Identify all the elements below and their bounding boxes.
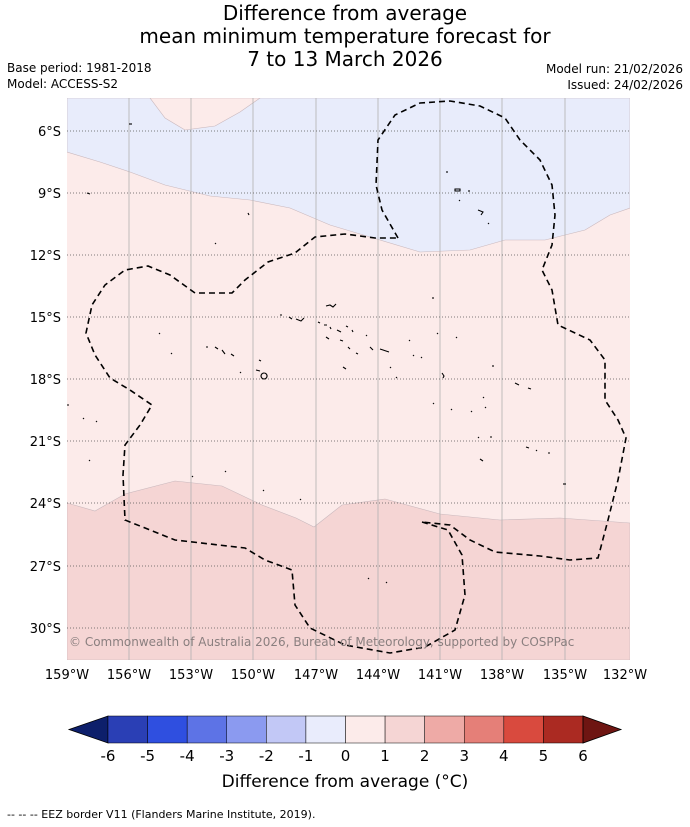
colorbar-swatch bbox=[503, 715, 544, 744]
lon-label: 132°W bbox=[603, 668, 647, 683]
colorbar-swatch bbox=[384, 715, 425, 744]
colorbar-tick-label: -5 bbox=[140, 747, 155, 765]
colorbar-swatch bbox=[305, 715, 346, 744]
model-run: Model run: 21/02/2026 bbox=[545, 62, 683, 76]
colorbar-tick-label: 0 bbox=[341, 747, 351, 765]
map-area: © Commonwealth of Australia 2026, Bureau… bbox=[67, 98, 630, 660]
lon-label: 156°W bbox=[107, 668, 151, 683]
colorbar-label: Difference from average (°C) bbox=[221, 772, 469, 792]
copyright-text: © Commonwealth of Australia 2026, Bureau… bbox=[69, 635, 574, 649]
colorbar-swatch bbox=[543, 715, 584, 744]
colorbar-tick-label: 5 bbox=[539, 747, 549, 765]
lon-label: 150°W bbox=[231, 668, 275, 683]
title-line-2: mean minimum temperature forecast for bbox=[139, 24, 551, 48]
lon-label: 141°W bbox=[418, 668, 462, 683]
colorbar-ticks: -6 -5 -4 -3 -2 -1 0 1 2 3 4 5 6 bbox=[101, 747, 588, 765]
colorbar-extend-high bbox=[582, 715, 623, 744]
colorbar-swatch bbox=[424, 715, 465, 744]
title-line-3: 7 to 13 March 2026 bbox=[247, 47, 443, 71]
colorbar-tick-label: -2 bbox=[259, 747, 274, 765]
lat-label: 30°S bbox=[30, 622, 61, 637]
lat-label: 27°S bbox=[30, 560, 61, 575]
colorbar-tick-label: -4 bbox=[180, 747, 195, 765]
eez-borders bbox=[85, 100, 627, 654]
lat-label: 24°S bbox=[30, 497, 61, 512]
lat-label: 6°S bbox=[38, 125, 61, 140]
lon-label: 138°W bbox=[480, 668, 524, 683]
colorbar-tick-label: 6 bbox=[578, 747, 588, 765]
lon-label: 144°W bbox=[356, 668, 400, 683]
colorbar-tick-label: -1 bbox=[298, 747, 313, 765]
base-period: Base period: 1981-2018 bbox=[7, 61, 152, 75]
lat-label: 18°S bbox=[30, 373, 61, 388]
colorbar-tick-label: -6 bbox=[101, 747, 116, 765]
colorbar-tick-label: 3 bbox=[459, 747, 469, 765]
lat-label: 9°S bbox=[38, 187, 61, 202]
longitude-labels: 159°W 156°W 153°W 150°W 147°W 144°W 141°… bbox=[45, 668, 647, 683]
lon-label: 153°W bbox=[169, 668, 213, 683]
colorbar-swatch bbox=[107, 715, 148, 744]
band-1-to-2 bbox=[67, 480, 630, 660]
lon-label: 147°W bbox=[294, 668, 338, 683]
colorbar-tick-label: 2 bbox=[420, 747, 430, 765]
meta-left: Base period: 1981-2018 Model: ACCESS-S2 bbox=[7, 60, 152, 92]
title-line-1: Difference from average bbox=[222, 1, 468, 25]
lon-label: 159°W bbox=[45, 668, 89, 683]
colorbar-tick-label: -3 bbox=[219, 747, 234, 765]
latitude-labels: 6°S 9°S 12°S 15°S 18°S 21°S 24°S 27°S 30… bbox=[30, 125, 61, 637]
colorbar-swatch bbox=[226, 715, 267, 744]
colorbar-tick-label: 1 bbox=[380, 747, 390, 765]
islands bbox=[67, 123, 566, 584]
colorbar-swatch bbox=[464, 715, 505, 744]
issued-date: Issued: 24/02/2026 bbox=[567, 78, 683, 92]
colorbar-extend-low bbox=[67, 715, 109, 744]
meta-right: Model run: 21/02/2026 Issued: 24/02/2026 bbox=[546, 61, 683, 93]
latitude-lines bbox=[67, 130, 630, 629]
band-neg1-to-0 bbox=[67, 98, 630, 253]
model-name: Model: ACCESS-S2 bbox=[7, 77, 119, 91]
footnote: -- -- -- EEZ border V11 (Flanders Marine… bbox=[7, 808, 316, 821]
colorbar-swatch bbox=[147, 715, 188, 744]
map-title: Difference from average mean minimum tem… bbox=[0, 2, 690, 71]
lat-label: 15°S bbox=[30, 311, 61, 326]
colorbar-swatch bbox=[186, 715, 228, 744]
lat-label: 21°S bbox=[30, 435, 61, 450]
colorbar-swatch bbox=[266, 715, 307, 744]
colorbar-swatch bbox=[345, 715, 386, 744]
band-top-sliver bbox=[149, 98, 261, 131]
colorbar-tick-label: 4 bbox=[499, 747, 509, 765]
lon-label: 135°W bbox=[543, 668, 587, 683]
lat-label: 12°S bbox=[30, 249, 61, 264]
colorbar bbox=[67, 715, 623, 744]
